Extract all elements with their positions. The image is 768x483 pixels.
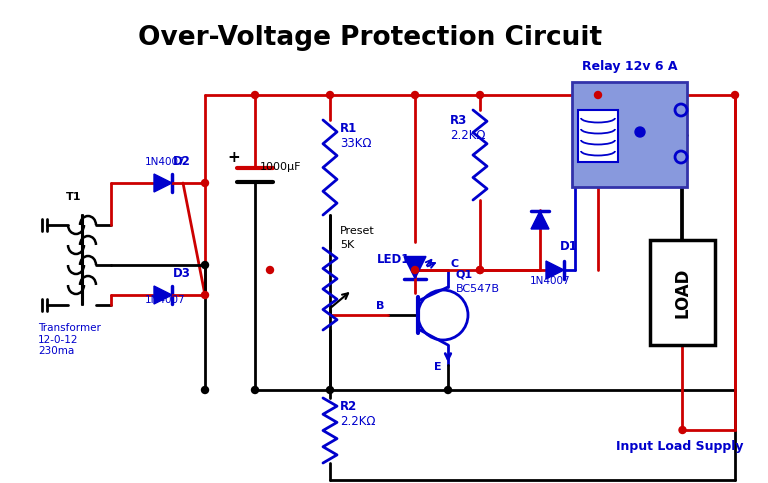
Polygon shape [531, 211, 549, 229]
Circle shape [251, 386, 259, 394]
Text: 1000µF: 1000µF [260, 162, 302, 172]
Text: Relay 12v 6 A: Relay 12v 6 A [581, 60, 677, 73]
Circle shape [731, 91, 739, 99]
Bar [572, 82, 687, 187]
Text: LOAD: LOAD [674, 267, 691, 318]
Text: 5K: 5K [340, 240, 354, 250]
Polygon shape [404, 256, 426, 279]
Circle shape [201, 180, 208, 186]
Circle shape [445, 386, 452, 394]
Circle shape [201, 261, 208, 269]
Text: D2: D2 [173, 155, 191, 168]
Circle shape [476, 267, 484, 273]
Text: 33KΩ: 33KΩ [340, 137, 372, 150]
Text: D3: D3 [173, 267, 191, 280]
Text: 1N4007: 1N4007 [145, 157, 186, 167]
Circle shape [326, 91, 333, 99]
Text: E: E [434, 362, 442, 372]
Text: BC547B: BC547B [456, 284, 500, 294]
Circle shape [679, 426, 686, 434]
Text: Transformer
12-0-12
230ma: Transformer 12-0-12 230ma [38, 323, 101, 356]
Polygon shape [154, 174, 172, 192]
Text: B: B [376, 301, 384, 311]
Circle shape [412, 267, 419, 273]
Text: 1N4007: 1N4007 [145, 295, 186, 305]
Circle shape [201, 386, 208, 394]
Circle shape [476, 91, 484, 99]
Polygon shape [154, 286, 172, 304]
Text: Input Load Supply: Input Load Supply [616, 440, 743, 453]
Text: LED1: LED1 [377, 253, 410, 266]
Circle shape [251, 91, 259, 99]
Text: D1: D1 [560, 240, 578, 253]
Text: Over-Voltage Protection Circuit: Over-Voltage Protection Circuit [138, 25, 602, 51]
Polygon shape [546, 261, 564, 279]
Text: +: + [227, 150, 240, 165]
Text: Q1: Q1 [456, 269, 473, 279]
Text: R1: R1 [340, 122, 357, 135]
Bar [578, 110, 618, 162]
Text: 2.2KΩ: 2.2KΩ [340, 415, 376, 428]
Circle shape [594, 91, 601, 99]
Circle shape [635, 127, 645, 137]
Circle shape [412, 91, 419, 99]
Text: 2.2KΩ: 2.2KΩ [450, 129, 485, 142]
Circle shape [326, 386, 333, 394]
Text: 1N4007: 1N4007 [530, 276, 571, 286]
Bar [650, 240, 715, 345]
Circle shape [201, 292, 208, 298]
Text: T1: T1 [66, 192, 81, 202]
Circle shape [476, 267, 484, 273]
Circle shape [266, 267, 273, 273]
Text: C: C [451, 259, 459, 269]
Text: Preset: Preset [340, 226, 375, 236]
Text: R3: R3 [450, 114, 467, 127]
Text: R2: R2 [340, 400, 357, 413]
